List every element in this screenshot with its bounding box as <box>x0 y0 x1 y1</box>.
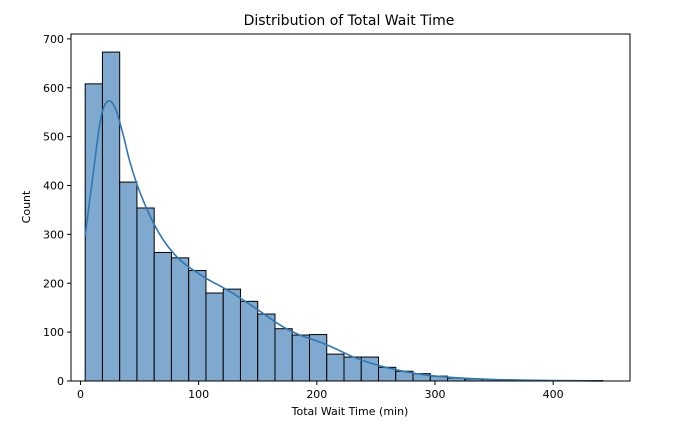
histogram-bar <box>257 313 276 382</box>
y-axis: 0 100 200 300 400 500 600 700 <box>43 33 71 388</box>
x-tick-label: 0 <box>77 388 84 401</box>
chart-title: Distribution of Total Wait Time <box>244 13 455 29</box>
y-tick-label: 100 <box>43 326 64 339</box>
histogram-bar <box>170 257 190 382</box>
x-tick-label: 300 <box>425 388 446 401</box>
histogram-bar <box>119 181 138 382</box>
x-tick-label: 400 <box>543 388 564 401</box>
histogram-bar <box>136 207 155 382</box>
y-axis-label: Count <box>20 190 33 223</box>
bars-layer <box>84 51 604 382</box>
y-tick-label: 300 <box>43 228 64 241</box>
y-tick-label: 600 <box>43 82 64 95</box>
histogram-bar <box>239 300 259 382</box>
histogram-bar <box>205 292 224 382</box>
x-axis: 0 100 200 300 400 <box>77 381 564 401</box>
histogram-bar <box>343 356 362 382</box>
y-tick-label: 400 <box>43 180 64 193</box>
plot-frame <box>70 33 631 382</box>
x-tick-label: 100 <box>188 388 209 401</box>
histogram-bar <box>188 270 207 382</box>
y-tick-label: 200 <box>43 277 64 290</box>
histogram-bar <box>291 334 310 382</box>
kde-curve <box>84 100 603 382</box>
y-tick-label: 0 <box>57 375 64 388</box>
y-tick-label: 500 <box>43 131 64 144</box>
histogram-bar <box>274 328 293 382</box>
x-tick-label: 200 <box>306 388 327 401</box>
y-tick-label: 700 <box>43 33 64 46</box>
histogram-bar <box>153 251 172 382</box>
x-axis-label: Total Wait Time (min) <box>291 405 409 418</box>
histogram-bar <box>222 288 241 382</box>
histogram-bar <box>326 353 345 382</box>
